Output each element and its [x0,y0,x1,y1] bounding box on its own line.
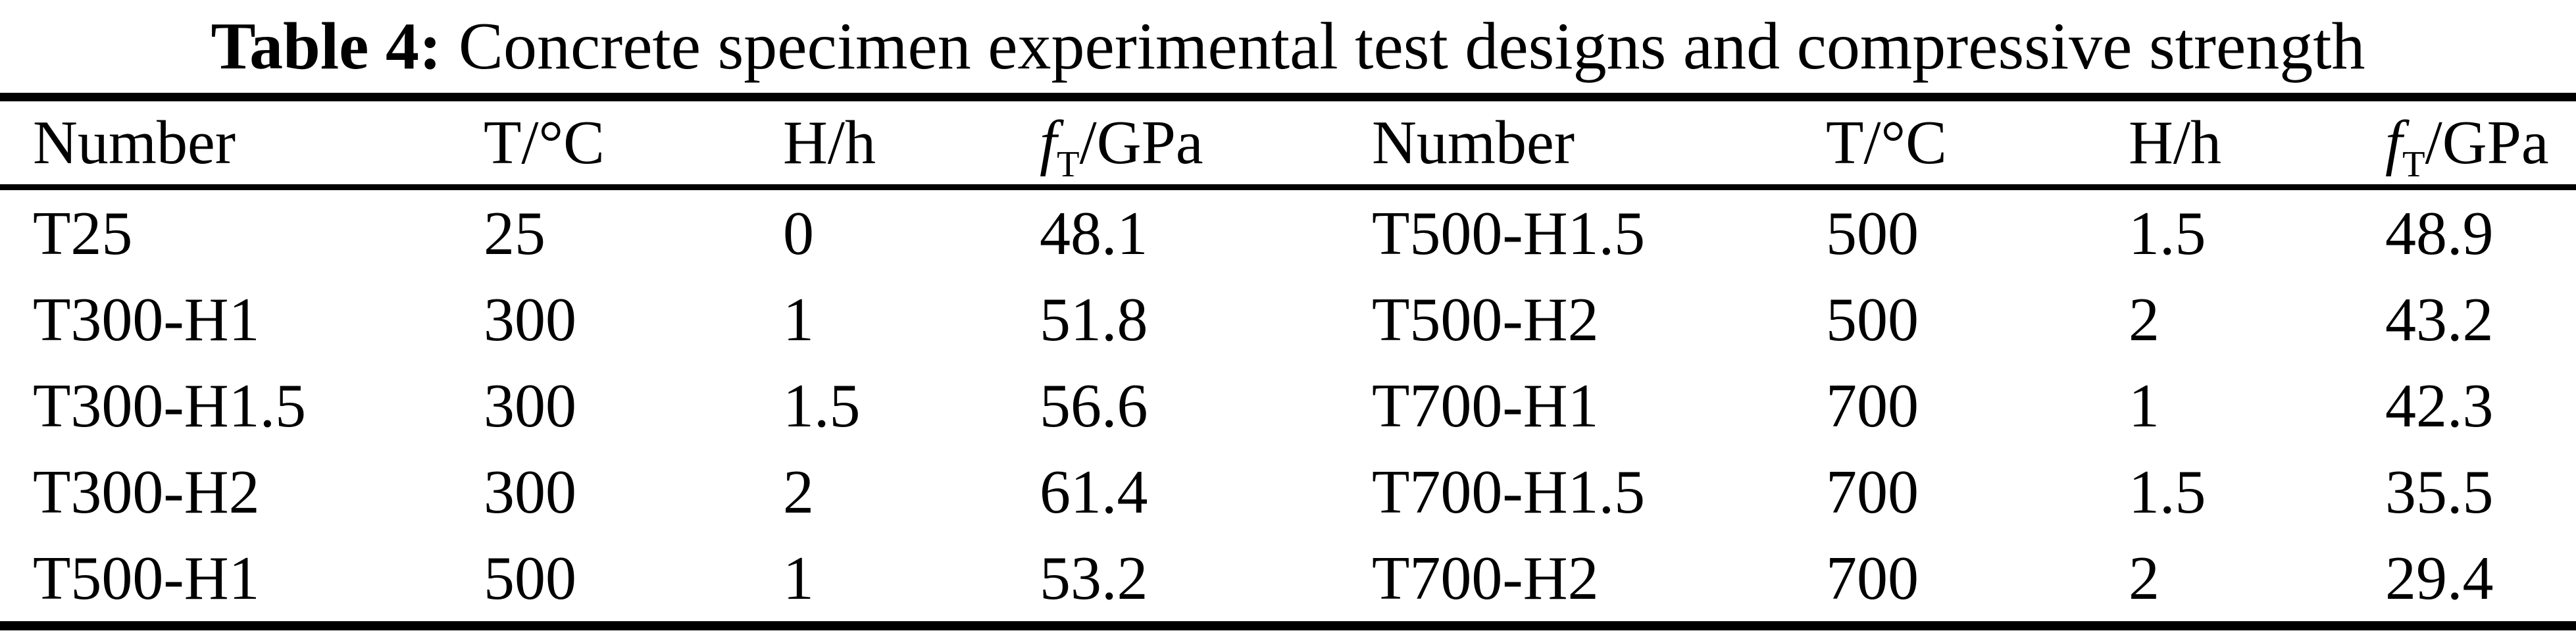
table-row: T25 25 0 48.1 T500-H1.5 500 1.5 48.9 [0,188,2576,277]
strength-symbol: f [2385,109,2403,177]
cell-strength-right: 35.5 [2385,457,2494,526]
cell-number-right: T700-H1 [1372,371,1599,440]
cell-temperature-left: 25 [484,199,545,268]
col-header-temperature-left: T/°C [451,97,750,190]
cell-strength-left: 53.2 [1040,544,1148,613]
cell-ratio-right: 1.5 [2129,199,2206,268]
cell-temperature-right: 500 [1826,285,1919,354]
cell-temperature-right: 700 [1826,371,1919,440]
cell-temperature-left: 500 [484,544,576,613]
col-header-number-left: Number [0,97,451,190]
cell-temperature-right: 500 [1826,199,1919,268]
cell-ratio-right: 1.5 [2129,457,2206,526]
cell-strength-right: 42.3 [2385,371,2494,440]
cell-strength-left: 61.4 [1040,457,1148,526]
cell-temperature-left: 300 [484,285,576,354]
col-header-heating-ratio-left: H/h [750,97,1007,190]
header-row: Number T/°C H/h fT/GPa Number T/°C H/h f… [0,97,2576,190]
col-header-number-right: Number [1339,97,1793,190]
table-row: T300-H2 300 2 61.4 T700-H1.5 700 1.5 35.… [0,449,2576,535]
cell-number-right: T500-H1.5 [1372,199,1646,268]
cell-number-right: T700-H1.5 [1372,457,1646,526]
col-header-temperature-right: T/°C [1793,97,2096,190]
cell-strength-right: 43.2 [2385,285,2494,354]
cell-ratio-left: 1 [783,285,814,354]
specimen-table: Number T/°C H/h fT/GPa Number T/°C H/h f… [0,93,2576,630]
cell-number-left: T300-H1 [33,285,260,354]
strength-subscript: T [1057,143,1080,185]
cell-ratio-right: 2 [2129,544,2159,613]
cell-number-left: T300-H2 [33,457,260,526]
cell-strength-right: 48.9 [2385,199,2494,268]
cell-ratio-left: 1.5 [783,371,861,440]
col-header-strength-left: fT/GPa [1007,97,1339,190]
cell-number-right: T700-H2 [1372,544,1599,613]
cell-temperature-left: 300 [484,371,576,440]
cell-ratio-left: 2 [783,457,814,526]
cell-temperature-right: 700 [1826,457,1919,526]
cell-temperature-left: 300 [484,457,576,526]
table-row: T300-H1.5 300 1.5 56.6 T700-H1 700 1 42.… [0,363,2576,449]
cell-ratio-left: 0 [783,199,814,268]
strength-unit: /GPa [1079,109,1203,177]
strength-unit: /GPa [2425,109,2549,177]
cell-number-right: T500-H2 [1372,285,1599,354]
col-header-strength-right: fT/GPa [2352,97,2576,190]
cell-ratio-right: 2 [2129,285,2159,354]
table-row: T300-H1 300 1 51.8 T500-H2 500 2 43.2 [0,276,2576,363]
col-header-heating-ratio-right: H/h [2096,97,2352,190]
cell-strength-right: 29.4 [2385,544,2494,613]
cell-number-left: T300-H1.5 [33,371,307,440]
table-caption-text: Concrete specimen experimental test desi… [458,9,2365,84]
table-caption: Table 4: Concrete specimen experimental … [0,0,2576,93]
cell-number-left: T25 [33,199,133,268]
strength-symbol: f [1040,109,1057,177]
table-row: T500-H1 500 1 53.2 T700-H2 700 2 29.4 [0,535,2576,626]
cell-ratio-right: 1 [2129,371,2159,440]
strength-subscript: T [2402,143,2425,185]
table-caption-label: Table 4: [211,9,442,84]
cell-strength-left: 48.1 [1040,199,1148,268]
cell-strength-left: 51.8 [1040,285,1148,354]
cell-strength-left: 56.6 [1040,371,1148,440]
cell-ratio-left: 1 [783,544,814,613]
cell-temperature-right: 700 [1826,544,1919,613]
cell-number-left: T500-H1 [33,544,260,613]
